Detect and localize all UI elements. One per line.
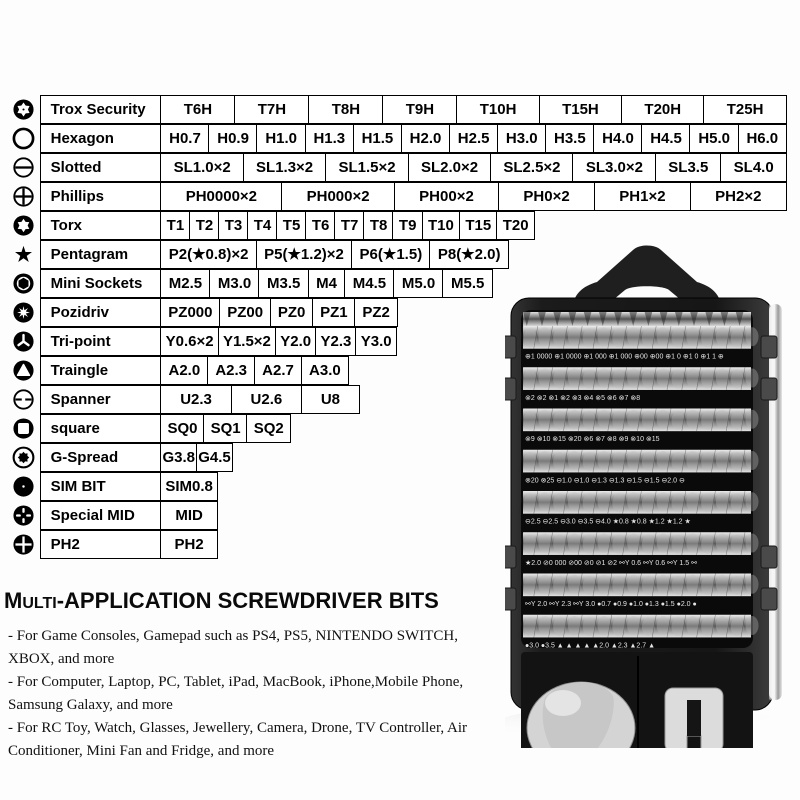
svg-text:⚯Y 2.0 ⚯Y 2.3 ⚯Y 3.0 ●0.7 ●0.9: ⚯Y 2.0 ⚯Y 2.3 ⚯Y 3.0 ●0.7 ●0.9 ●1.0 ●1.3… — [525, 601, 697, 608]
svg-text:⊕1 0000 ⊕1 0000 ⊕1 000 ⊕1 000: ⊕1 0000 ⊕1 0000 ⊕1 000 ⊕1 000 ⊕00 ⊕00 ⊕1… — [525, 354, 724, 361]
svg-text:●3.0 ●3.5 ▲ ▲ ▲ ▲ ▲2.0 ▲2.3 ▲2: ●3.0 ●3.5 ▲ ▲ ▲ ▲ ▲2.0 ▲2.3 ▲2.7 ▲ — [525, 642, 655, 649]
svg-text:⊗20 ⊗25 ⊖1.0 ⊖1.0 ⊖1.3 ⊖1.3 ⊖1: ⊗20 ⊗25 ⊖1.0 ⊖1.0 ⊖1.3 ⊖1.3 ⊖1.5 ⊖1.5 ⊖2… — [525, 477, 685, 484]
svg-text:⊗2 ⊗2 ⊗1 ⊗2 ⊗3 ⊗4 ⊗5 ⊗6 ⊗7 ⊗8: ⊗2 ⊗2 ⊗1 ⊗2 ⊗3 ⊗4 ⊗5 ⊗6 ⊗7 ⊗8 — [525, 395, 640, 402]
svg-text:★2.0 ⊘0 000 ⊘00 ⊘0 ⊘1 ⊘2 ⚯Y 0.: ★2.0 ⊘0 000 ⊘00 ⊘0 ⊘1 ⊘2 ⚯Y 0.6 ⚯Y 0.6 ⚯… — [525, 559, 697, 567]
svg-text:⊖2.5 ⊖2.5 ⊖3.0 ⊖3.5 ⊖4.0 ★0.8: ⊖2.5 ⊖2.5 ⊖3.0 ⊖3.5 ⊖4.0 ★0.8 ★0.8 ★1.2 … — [525, 518, 691, 526]
svg-text:⊗9 ⊗10 ⊗15 ⊗20 ⊗6 ⊗7 ⊗8 ⊗9 ⊗10: ⊗9 ⊗10 ⊗15 ⊗20 ⊗6 ⊗7 ⊗8 ⊗9 ⊗10 ⊗15 — [525, 436, 660, 443]
